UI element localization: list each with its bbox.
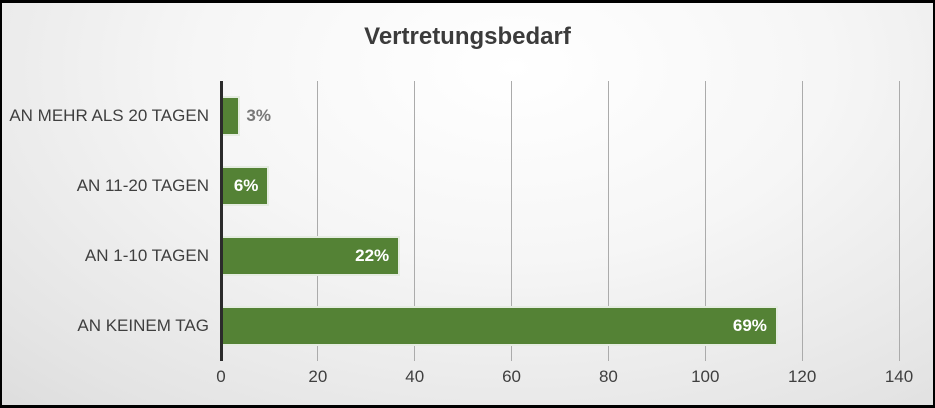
bar-row: 69% bbox=[221, 291, 899, 361]
x-tick-label-60: 60 bbox=[502, 367, 522, 386]
category-axis-labels: AN MEHR ALS 20 TAGEN AN 11-20 TAGEN AN 1-1… bbox=[8, 81, 209, 361]
data-label: 6% bbox=[233, 176, 259, 195]
bar-row: 22% bbox=[221, 221, 899, 291]
x-tick-label-140: 140 bbox=[884, 367, 914, 386]
gridline-120 bbox=[801, 81, 803, 361]
gridline-40 bbox=[414, 81, 416, 361]
gridline-140 bbox=[898, 81, 900, 361]
gridline-20 bbox=[317, 81, 319, 361]
x-tick-label-40: 40 bbox=[405, 367, 425, 386]
gridline-60 bbox=[511, 81, 513, 361]
x-tick-label-80: 80 bbox=[598, 367, 618, 386]
category-label: AN KEINEM TAG bbox=[77, 316, 209, 335]
chart-title: Vertretungsbedarf bbox=[364, 23, 571, 50]
gridline-100 bbox=[704, 81, 706, 361]
value-axis-line bbox=[220, 81, 223, 361]
category-label: AN 1-10 TAGEN bbox=[84, 246, 209, 265]
data-label: 22% bbox=[355, 246, 390, 265]
data-label: 69% bbox=[732, 316, 767, 335]
bar-an-mehr-als-20-tagen: 3% bbox=[221, 96, 271, 136]
bar-an-keinem-tag: 69% bbox=[221, 306, 778, 346]
bar-row: 6% bbox=[221, 151, 899, 221]
data-label: 3% bbox=[246, 106, 271, 125]
x-tick-label-100: 100 bbox=[691, 367, 720, 386]
x-tick-label-0: 0 bbox=[216, 367, 226, 386]
x-tick-label-20: 20 bbox=[308, 367, 328, 386]
plot-area: 3% 6% 22% 69% bbox=[220, 81, 900, 361]
bar-row: 3% bbox=[221, 81, 899, 151]
category-label: AN 11-20 TAGEN bbox=[76, 176, 209, 195]
bar-an-1-10-tagen: 22% bbox=[221, 236, 401, 276]
x-tick-label-120: 120 bbox=[787, 367, 817, 386]
value-axis-tick-labels: 0 20 40 60 80 100 120 140 bbox=[216, 367, 913, 391]
gridline-80 bbox=[607, 81, 609, 361]
bar-an-11-20-tagen: 6% bbox=[221, 166, 270, 206]
category-label: AN MEHR ALS 20 TAGEN bbox=[9, 106, 209, 125]
